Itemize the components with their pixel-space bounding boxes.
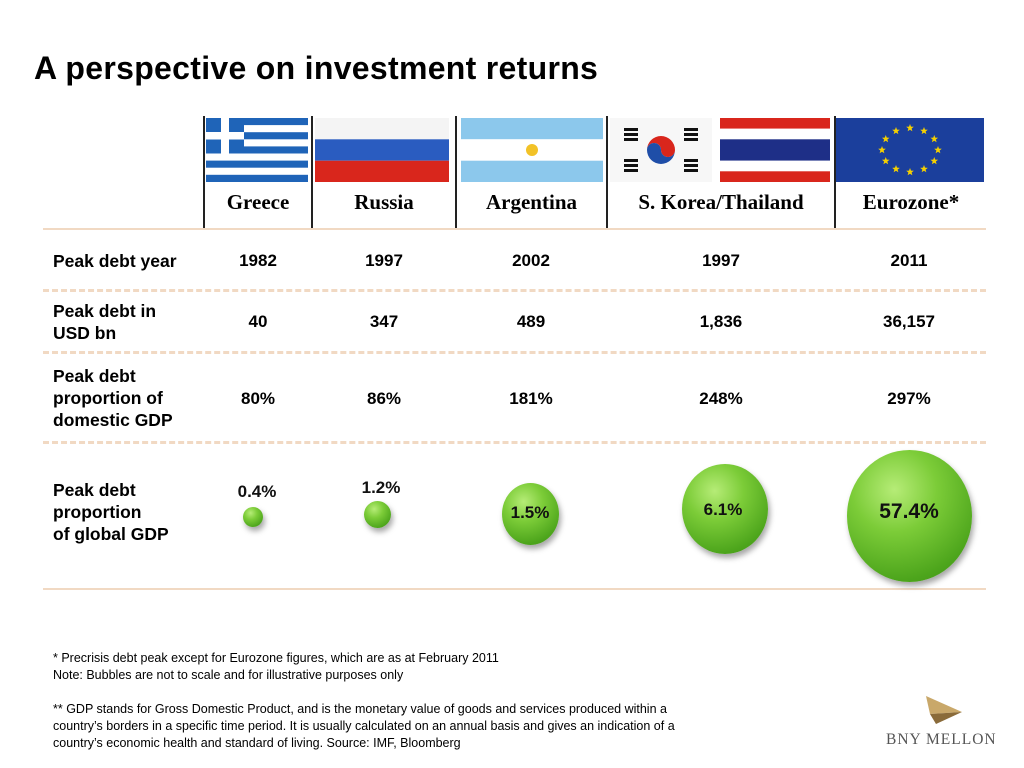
argentina-flag-icon xyxy=(461,118,603,182)
bny-mellon-logo-icon xyxy=(926,696,962,724)
bubble-label: 1.2% xyxy=(361,478,401,497)
bubble-label: 57.4% xyxy=(879,500,939,523)
table-cell: 1997 xyxy=(702,251,740,270)
page-title: A perspective on investment returns xyxy=(34,50,599,86)
eu-star-icon xyxy=(881,135,890,143)
eu-star-icon xyxy=(906,168,914,176)
table-cell: 1,836 xyxy=(699,312,743,331)
eu-star-icon xyxy=(906,124,914,132)
row-label-line: USD bn xyxy=(53,323,117,343)
row-divider xyxy=(43,441,986,444)
eu-star-icon xyxy=(930,157,939,165)
footnote-line: * Precrisis debt peak except for Eurozon… xyxy=(53,651,499,665)
table-cell: 248% xyxy=(699,389,743,408)
bubble-label: 0.4% xyxy=(237,482,277,501)
eu-star-icon xyxy=(920,126,928,135)
table-cell: 80% xyxy=(240,389,276,408)
table-cell: 40 xyxy=(248,312,268,331)
bubble-greece xyxy=(243,507,263,527)
row-label-line: Peak debt in xyxy=(53,301,157,321)
row-label-line: domestic GDP xyxy=(53,410,173,430)
footnotes: * Precrisis debt peak except for Eurozon… xyxy=(53,650,793,752)
eu-star-icon xyxy=(920,165,928,173)
bubble-korea-thailand xyxy=(682,464,768,554)
column-name: Argentina xyxy=(486,190,577,214)
bubble-label: 1.5% xyxy=(510,503,550,522)
eu-star-icon xyxy=(934,146,942,154)
table-cell: 1997 xyxy=(365,251,403,270)
row-divider xyxy=(43,351,986,354)
row-divider xyxy=(43,289,986,292)
bubble-label: 6.1% xyxy=(703,500,743,519)
logo-text: BNY MELLON xyxy=(886,731,997,748)
row-label-peak-debt-domestic-gdp: Peak debt proportion of domestic GDP xyxy=(53,365,173,431)
column-russia: Russia xyxy=(313,116,455,228)
footnote-line: ** GDP stands for Gross Domestic Product… xyxy=(53,702,667,716)
footnote-line: Note: Bubbles are not to scale and for i… xyxy=(53,668,404,682)
russia-flag-icon xyxy=(315,118,449,182)
table-cell: 86% xyxy=(366,389,402,408)
table-cell: 297% xyxy=(887,389,931,408)
row-label-peak-debt-usd: Peak debt in USD bn xyxy=(53,300,156,344)
footnote-line: country’s borders in a specific time per… xyxy=(53,719,675,733)
row-label-line: proportion xyxy=(53,502,142,522)
table-cell: 489 xyxy=(516,312,546,331)
bubble-argentina xyxy=(502,483,559,545)
column-separator xyxy=(311,116,313,228)
eu-star-icon xyxy=(892,126,900,135)
column-korea-thailand: S. Korea/Thailand xyxy=(608,116,834,228)
table-cell: 2011 xyxy=(890,251,928,270)
column-argentina: Argentina xyxy=(457,116,606,228)
eu-star-icon xyxy=(892,165,900,173)
row-label-peak-debt-global-gdp: Peak debt proportion of global GDP xyxy=(53,479,169,545)
table-cell: 1982 xyxy=(239,251,277,270)
column-separator xyxy=(606,116,608,228)
row-label-peak-debt-year: Peak debt year xyxy=(53,251,177,271)
south-korea-thailand-flags-icon xyxy=(610,118,830,182)
column-separator xyxy=(203,116,205,228)
column-name: Greece xyxy=(226,190,290,214)
table-top-divider xyxy=(43,228,986,230)
footnote-line: country’s economic health and standard o… xyxy=(53,736,461,750)
column-name: Eurozone* xyxy=(862,190,960,214)
row-label-line: of global GDP xyxy=(53,524,169,544)
column-eurozone: Eurozone* xyxy=(836,116,986,228)
bubble-russia xyxy=(364,501,391,528)
column-separator xyxy=(455,116,457,228)
eu-flag-icon xyxy=(836,118,984,182)
row-label-line: proportion of xyxy=(53,388,163,408)
column-name: Russia xyxy=(354,190,414,214)
eu-star-icon xyxy=(930,135,939,143)
row-label-line: Peak debt xyxy=(53,480,136,500)
eu-star-icon xyxy=(878,146,886,154)
row-label-line: Peak debt xyxy=(53,366,136,386)
greece-flag-icon xyxy=(206,118,308,182)
eu-star-icon xyxy=(881,157,890,165)
table-cell: 347 xyxy=(369,312,399,331)
table-cell: 36,157 xyxy=(883,312,935,331)
table-bottom-divider xyxy=(43,588,986,590)
table-cell: 181% xyxy=(509,389,553,408)
bubble-eurozone xyxy=(847,450,972,582)
column-greece: Greece xyxy=(205,116,311,228)
table-cell: 2002 xyxy=(512,251,550,270)
column-name: S. Korea/Thailand xyxy=(638,190,804,214)
footnote-spacer xyxy=(53,684,793,701)
column-separator xyxy=(834,116,836,228)
